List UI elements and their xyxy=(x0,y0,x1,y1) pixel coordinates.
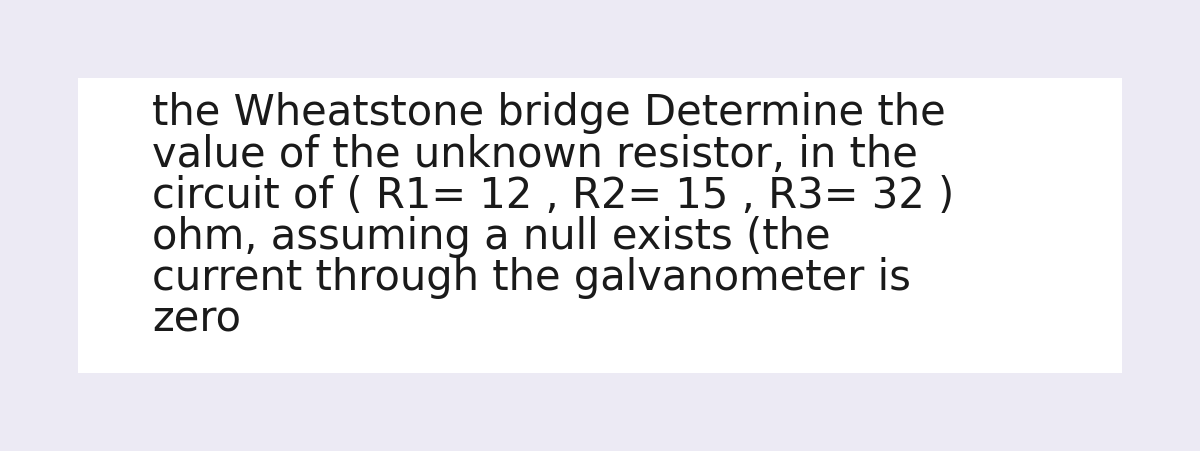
Text: zero: zero xyxy=(152,299,241,341)
Text: value of the unknown resistor, in the: value of the unknown resistor, in the xyxy=(152,133,918,175)
Text: the Wheatstone bridge Determine the: the Wheatstone bridge Determine the xyxy=(152,92,946,134)
Text: current through the galvanometer is: current through the galvanometer is xyxy=(152,257,911,299)
Text: circuit of ( R1= 12 , R2= 15 , R3= 32 ): circuit of ( R1= 12 , R2= 15 , R3= 32 ) xyxy=(152,175,954,217)
Text: ohm, assuming a null exists (the: ohm, assuming a null exists (the xyxy=(152,216,830,258)
